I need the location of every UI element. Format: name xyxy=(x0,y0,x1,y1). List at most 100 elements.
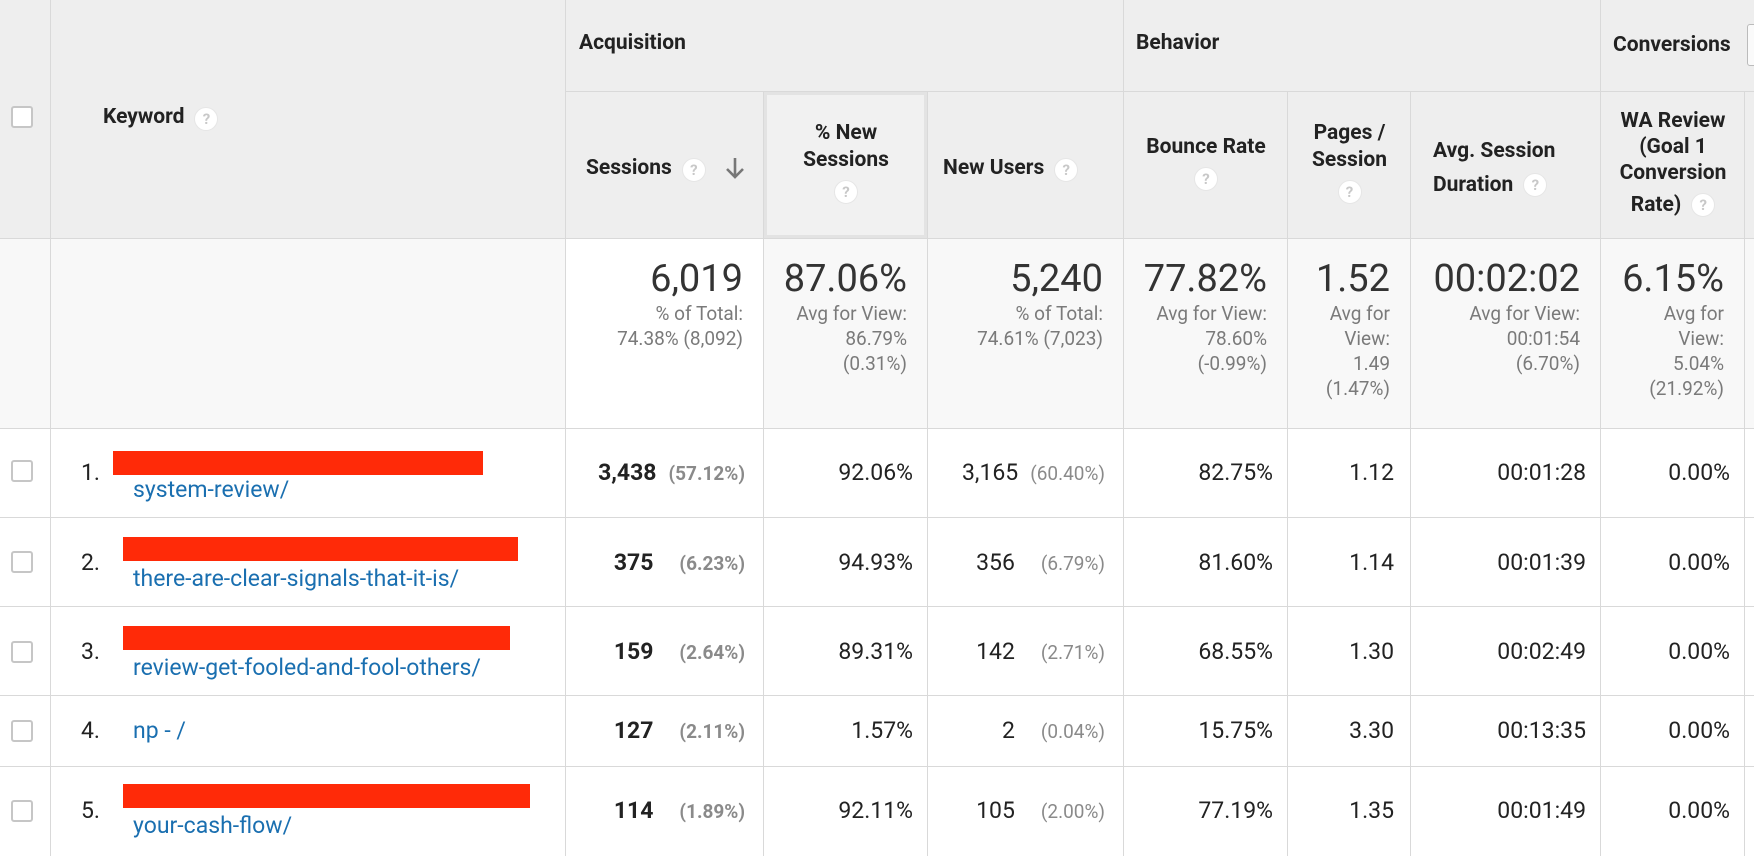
row-checkbox[interactable] xyxy=(11,551,33,573)
arrow-down-icon[interactable] xyxy=(724,156,746,184)
row-index: 4. xyxy=(81,717,100,744)
totals-bounce-line3: (-0.99%) xyxy=(1197,352,1267,375)
pages-session-header[interactable]: Pages / Session ? xyxy=(1288,92,1411,239)
wa-value: 0.00% xyxy=(1668,459,1730,486)
sessions-header[interactable]: Sessions? xyxy=(566,92,764,239)
bounce-rate-header[interactable]: Bounce Rate ? xyxy=(1124,92,1288,239)
keyword-link[interactable]: np - / xyxy=(133,717,186,744)
sessions-percent: (57.12%) xyxy=(668,462,745,485)
pct-new-value: 89.31% xyxy=(838,638,913,665)
duration-cell: 00:13:35 xyxy=(1411,696,1601,767)
help-icon[interactable]: ? xyxy=(1194,167,1218,191)
totals-pct-new-line3: (0.31%) xyxy=(842,352,907,375)
duration-cell: 00:01:28 xyxy=(1411,429,1601,518)
totals-bounce-line1: Avg for View: xyxy=(1156,302,1267,325)
sessions-cell: 375 (6.23%) xyxy=(566,518,764,607)
avg-session-duration-header[interactable]: Avg. Session Duration? xyxy=(1411,92,1601,239)
pages-cell: 1.30 xyxy=(1288,607,1411,696)
wa-review-label-2: (Goal 1 xyxy=(1639,135,1707,159)
pct-new-value: 92.11% xyxy=(838,797,913,824)
totals-sessions: 6,019 % of Total: 74.38% (8,092) xyxy=(566,239,764,429)
wa-value: 0.00% xyxy=(1668,638,1730,665)
pct-new-cell: 92.06% xyxy=(764,429,928,518)
totals-keyword-cell xyxy=(51,239,566,429)
duration-value: 00:01:39 xyxy=(1497,549,1586,576)
pct-new-cell: 94.93% xyxy=(764,518,928,607)
pages-cell: 1.35 xyxy=(1288,767,1411,856)
keyword-cell: 3. review-get-fooled-and-fool-others/ xyxy=(51,607,566,696)
keyword-link[interactable]: there-are-clear-signals-that-it-is/ xyxy=(133,565,460,592)
conversions-selector-edge[interactable] xyxy=(1747,24,1754,66)
sessions-value: 3,438 xyxy=(598,459,657,486)
new-users-value: 2 xyxy=(1001,717,1015,744)
keyword-link[interactable]: review-get-fooled-and-fool-others/ xyxy=(133,654,481,681)
totals-new-users: 5,240 % of Total: 74.61% (7,023) xyxy=(928,239,1124,429)
help-icon[interactable]: ? xyxy=(1054,157,1079,182)
help-icon[interactable]: ? xyxy=(834,180,858,204)
totals-bounce: 77.82% Avg for View: 78.60% (-0.99%) xyxy=(1124,239,1288,429)
keyword-link[interactable]: your-cash-flow/ xyxy=(133,812,293,839)
new-users-percent: (2.71%) xyxy=(1040,641,1105,664)
totals-bounce-value: 77.82% xyxy=(1143,257,1267,301)
bounce-rate-header-wrap: Bounce Rate ? xyxy=(1124,134,1288,191)
totals-pages: 1.52 Avg for View: 1.49 (1.47%) xyxy=(1288,239,1411,429)
bounce-cell: 77.19% xyxy=(1124,767,1288,856)
pct-new-cell: 92.11% xyxy=(764,767,928,856)
row-checkbox-cell xyxy=(0,767,51,856)
keyword-header[interactable]: Keyword? xyxy=(51,0,566,239)
totals-pages-line2: View: xyxy=(1344,327,1390,350)
help-icon[interactable]: ? xyxy=(1691,193,1716,218)
keyword-cell: 2. there-are-clear-signals-that-it-is/ xyxy=(51,518,566,607)
row-checkbox[interactable] xyxy=(11,641,33,663)
totals-duration-line3: (6.70%) xyxy=(1515,352,1580,375)
conversions-group-label[interactable]: Conversions xyxy=(1613,33,1731,57)
bounce-rate-label: Bounce Rate xyxy=(1146,135,1266,159)
sessions-value: 114 xyxy=(613,797,654,824)
row-index: 5. xyxy=(81,797,100,824)
totals-sessions-value: 6,019 xyxy=(650,257,743,301)
new-users-percent: (6.79%) xyxy=(1040,552,1105,575)
acquisition-group-label: Acquisition xyxy=(579,31,686,55)
wa-review-header[interactable]: WA Review (Goal 1 Conversion Rate)? xyxy=(1601,92,1745,239)
wa-review-label-4: Rate) xyxy=(1630,193,1682,217)
new-users-value: 105 xyxy=(976,797,1015,824)
pct-new-cell: 89.31% xyxy=(764,607,928,696)
wa-cell: 0.00% xyxy=(1601,767,1745,856)
duration-value: 00:13:35 xyxy=(1497,717,1586,744)
new-users-header[interactable]: New Users? xyxy=(928,92,1124,239)
sessions-cell: 3,438 (57.12%) xyxy=(566,429,764,518)
keyword-link[interactable]: system-review/ xyxy=(133,476,290,503)
pages-value: 1.12 xyxy=(1349,459,1394,486)
bounce-value: 81.60% xyxy=(1198,549,1273,576)
behavior-group-header: Behavior xyxy=(1124,0,1601,92)
row-checkbox-cell xyxy=(0,607,51,696)
row-checkbox-cell xyxy=(0,429,51,518)
new-users-header-label: New Users xyxy=(943,156,1045,180)
help-icon[interactable]: ? xyxy=(681,157,706,182)
totals-pages-value: 1.52 xyxy=(1315,257,1390,301)
totals-pct-new-line2: 86.79% xyxy=(845,327,907,350)
select-all-header xyxy=(0,0,51,239)
sessions-header-label: Sessions xyxy=(586,156,672,180)
help-icon[interactable]: ? xyxy=(1523,173,1548,198)
acquisition-group-header: Acquisition xyxy=(566,0,1124,92)
pages-cell: 1.12 xyxy=(1288,429,1411,518)
sessions-header-wrap: Sessions? xyxy=(586,155,746,184)
totals-pct-new-line1: Avg for View: xyxy=(796,302,907,325)
row-checkbox-cell xyxy=(0,518,51,607)
row-checkbox[interactable] xyxy=(11,800,33,822)
row-checkbox[interactable] xyxy=(11,460,33,482)
wa-cell: 0.00% xyxy=(1601,429,1745,518)
totals-new-users-value: 5,240 xyxy=(1010,257,1103,301)
pages-session-label-2: Session xyxy=(1311,148,1388,172)
redaction-bar xyxy=(123,784,530,808)
help-icon[interactable]: ? xyxy=(1337,180,1362,204)
pct-new-sessions-header[interactable]: % New Sessions ? xyxy=(764,92,928,239)
pages-value: 1.14 xyxy=(1349,549,1394,576)
bounce-cell: 15.75% xyxy=(1124,696,1288,767)
help-icon[interactable]: ? xyxy=(194,106,219,131)
select-all-checkbox[interactable] xyxy=(11,106,33,128)
totals-pages-line1: Avg for xyxy=(1329,302,1390,325)
overflow-cell xyxy=(1745,518,1754,607)
row-checkbox[interactable] xyxy=(11,720,33,742)
